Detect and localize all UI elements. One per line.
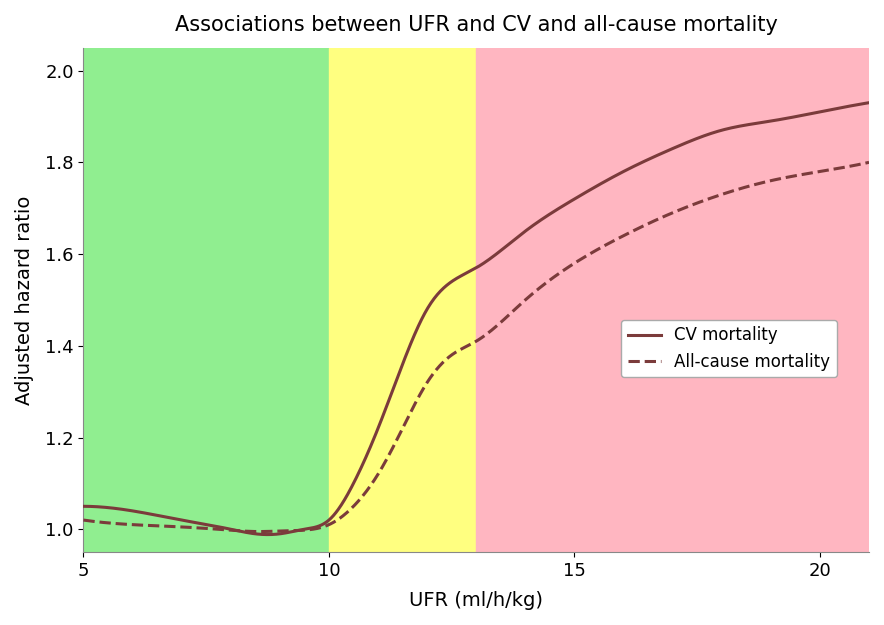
Bar [83,48,329,552]
All-cause mortality [425,374,436,382]
All-cause mortality [864,159,874,166]
CV mortality [158,513,169,521]
All-cause mortality [691,199,702,207]
All-cause mortality [158,522,169,530]
CV mortality [397,362,408,369]
CV mortality [864,99,874,106]
All-cause mortality [705,194,716,202]
Legend: CV mortality, All-cause mortality: CV mortality, All-cause mortality [621,319,837,378]
Bar [476,48,869,552]
Y-axis label: Adjusted hazard ratio: Adjusted hazard ratio [15,195,34,404]
CV mortality [619,168,629,175]
CV mortality [263,531,273,538]
All-cause mortality [78,516,88,524]
X-axis label: UFR (ml/h/kg): UFR (ml/h/kg) [409,591,544,610]
Line: All-cause mortality: All-cause mortality [83,162,869,531]
Line: CV mortality: CV mortality [83,102,869,534]
CV mortality [705,130,716,138]
All-cause mortality [619,232,629,239]
Bar [329,48,476,552]
CV mortality [691,135,702,142]
CV mortality [425,301,436,308]
CV mortality [78,503,88,510]
All-cause mortality [397,426,408,433]
Title: Associations between UFR and CV and all-cause mortality: Associations between UFR and CV and all-… [175,15,778,35]
All-cause mortality [254,528,264,535]
